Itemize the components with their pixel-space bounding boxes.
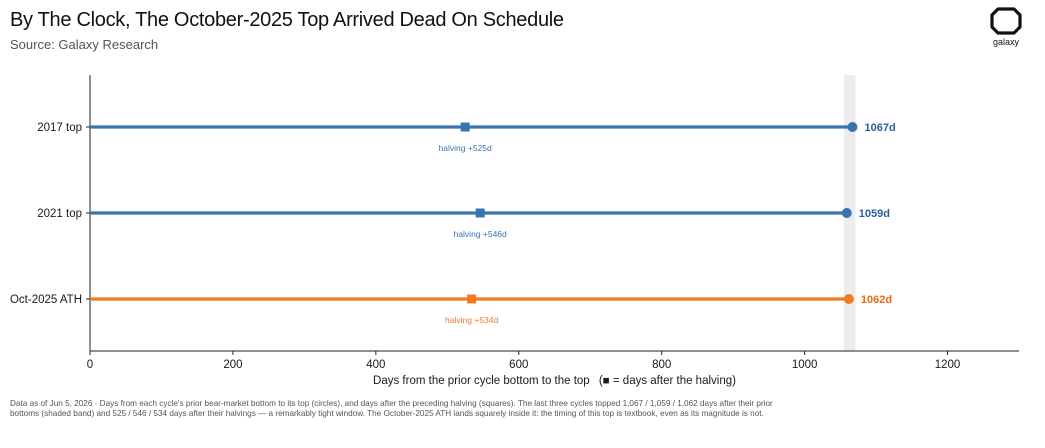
top-days-label: 1059d bbox=[859, 208, 890, 220]
cycle-row: 2017 top halving +525d 1067d bbox=[37, 122, 896, 153]
x-axis-ticks: 0 200 400 600 800 1000 1200 bbox=[87, 351, 961, 371]
cycle-row: 2021 top halving +546d 1059d bbox=[37, 208, 890, 239]
top-circle bbox=[841, 208, 852, 218]
galaxy-logo: galaxy bbox=[984, 6, 1028, 54]
halving-square bbox=[467, 294, 477, 304]
halving-square bbox=[475, 208, 485, 218]
x-axis-label-main: Days from the prior cycle bottom to the … bbox=[373, 375, 590, 387]
cycle-rows: 2017 top halving +525d 1067d 2021 top halvin… bbox=[10, 122, 896, 325]
cycle-row: Oct-2025 ATH halving +534d 1062d bbox=[10, 294, 892, 325]
y-tick-label: 2021 top bbox=[37, 208, 82, 220]
y-tick-label: 2017 top bbox=[37, 122, 82, 134]
dot-range-chart: 0 200 400 600 800 1000 1200 2017 top halving +5… bbox=[10, 75, 1019, 387]
halving-label: halving +534d bbox=[445, 315, 498, 325]
halving-label: halving +525d bbox=[439, 143, 492, 153]
top-days-label: 1062d bbox=[861, 294, 892, 306]
x-tick-label: 600 bbox=[509, 359, 528, 371]
x-axis-label: Days from the prior cycle bottom to the … bbox=[373, 375, 736, 387]
galaxy-logo-icon bbox=[990, 7, 1022, 35]
y-tick-label: Oct-2025 ATH bbox=[10, 294, 82, 306]
chart-title: By The Clock, The October-2025 Top Arriv… bbox=[10, 9, 564, 31]
halving-label: halving +546d bbox=[454, 229, 507, 239]
top-circle bbox=[847, 122, 858, 132]
top-days-label: 1067d bbox=[864, 122, 895, 134]
x-tick-label: 400 bbox=[366, 359, 385, 371]
x-tick-label: 1000 bbox=[792, 359, 818, 371]
x-tick-label: 0 bbox=[87, 359, 93, 371]
x-axis-label-suffix: (■ = days after the halving) bbox=[599, 375, 736, 387]
galaxy-logo-text: galaxy bbox=[992, 37, 1019, 47]
halving-square bbox=[460, 122, 470, 132]
x-tick-label: 200 bbox=[223, 359, 242, 371]
x-tick-label: 800 bbox=[652, 359, 671, 371]
top-circle bbox=[843, 294, 854, 304]
x-tick-label: 1200 bbox=[935, 359, 961, 371]
footnote: Data as of Jun 5, 2026 · Days from each … bbox=[10, 399, 773, 418]
chart-source: Source: Galaxy Research bbox=[10, 37, 159, 52]
